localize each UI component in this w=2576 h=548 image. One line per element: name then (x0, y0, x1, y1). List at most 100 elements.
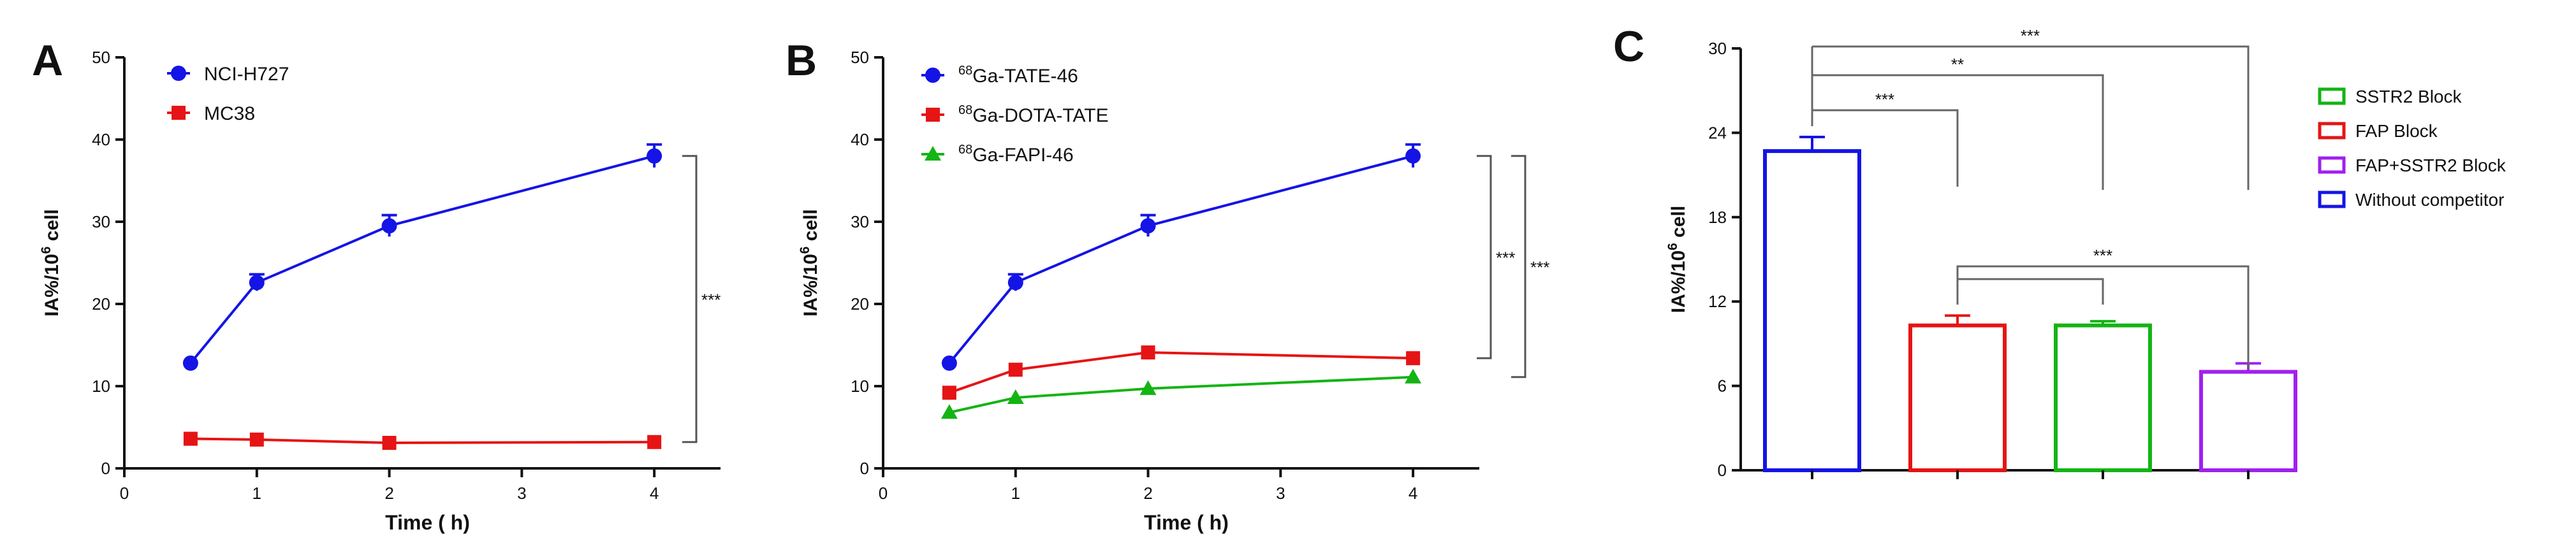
data-point (183, 431, 198, 446)
legend: NCI-H727 MC38 (167, 64, 289, 124)
y-tick-label: 50 (851, 48, 869, 67)
legend-marker (925, 146, 941, 161)
y-tick-label: 20 (851, 294, 869, 314)
x-axis-label: Time ( h) (385, 511, 470, 534)
data-point (1405, 368, 1422, 384)
bar-group-2 (1908, 314, 2007, 473)
data-point (647, 435, 662, 449)
significance-bracket (1956, 265, 2250, 368)
legend-label: Without competitor (2355, 190, 2504, 210)
significance-label: *** (1530, 257, 1549, 277)
y-axis-label: IA%/106 cell (798, 209, 821, 316)
bar (2199, 370, 2297, 472)
legend-marker (926, 108, 940, 122)
significance-label: ** (1951, 55, 1964, 74)
data-point (1007, 275, 1023, 291)
data-point (1007, 389, 1024, 405)
legend-label: FAP Block (2355, 121, 2438, 141)
series-line (949, 375, 1414, 414)
y-tick-label: 50 (92, 48, 110, 67)
data-point (1008, 363, 1023, 377)
series-2 (942, 345, 1421, 400)
significance-label: *** (2093, 246, 2112, 265)
series-1 (941, 143, 1421, 371)
series-1 (182, 143, 662, 371)
y-tick-label: 20 (92, 294, 110, 314)
chart-b: 0 10 20 30 40 50 0 1 2 3 4 Time ( h) IA%/106 cell 68G… (798, 48, 1549, 534)
data-point (1141, 345, 1155, 360)
legend-swatch (2318, 87, 2346, 105)
y-tick-label: 18 (1708, 208, 1727, 227)
y-tick-label: 10 (92, 377, 110, 396)
series-2 (183, 431, 662, 451)
x-tick-label: 3 (1276, 484, 1285, 503)
bar-group-1 (1763, 136, 1861, 472)
data-point (941, 355, 957, 371)
legend-swatch (2318, 191, 2346, 208)
x-tick-label: 2 (384, 484, 393, 503)
panel-a-letter: A (32, 36, 63, 85)
significance-bracket (1477, 155, 1492, 359)
legend-label: 68Ga-FAPI-46 (958, 143, 1074, 166)
significance-label: *** (1496, 248, 1515, 267)
y-axis-label: IA%/106 cell (39, 209, 62, 316)
legend-marker (172, 106, 186, 120)
data-point (1406, 351, 1421, 366)
bar (1763, 149, 1861, 472)
y-tick-label: 40 (851, 130, 869, 149)
panel-b: B 0 10 20 30 40 50 0 1 2 3 4 Time ( h) IA%/106 cell 6… (786, 36, 1549, 534)
significance: *** *** (1477, 155, 1549, 379)
bar (1908, 323, 2007, 473)
data-point (381, 218, 397, 234)
panel-a: A 0 10 20 30 40 50 0 1 2 3 4 Time ( h) IA%/106 cell N… (32, 36, 721, 534)
significance-bracket (1511, 155, 1526, 379)
significance-bracket (1812, 45, 2250, 190)
legend: SSTR2 Block FAP Block FAP+SSTR2 Block Witho… (2318, 87, 2506, 210)
data-point (249, 275, 265, 291)
x-tick-label: 0 (879, 484, 888, 503)
legend-swatch (2318, 122, 2346, 140)
significance-label: *** (1875, 90, 1894, 109)
significance: *** (682, 155, 721, 443)
legend-label: SSTR2 Block (2355, 87, 2462, 106)
y-axis-label: IA%/106 cell (1665, 206, 1689, 313)
legend-label: 68Ga-DOTA-TATE (958, 103, 1109, 126)
data-point (1139, 380, 1157, 395)
x-tick-label: 4 (1409, 484, 1417, 503)
y-tick-label: 30 (851, 212, 869, 231)
legend-label: FAP+SSTR2 Block (2355, 155, 2506, 175)
data-point (1140, 218, 1156, 234)
x-tick-label: 0 (120, 484, 129, 503)
legend-marker (171, 66, 186, 81)
legend-marker (925, 68, 940, 83)
chart-a: 0 10 20 30 40 50 0 1 2 3 4 Time ( h) IA%/106 cell NCI… (39, 48, 721, 534)
significance: *********** (1811, 26, 2250, 368)
x-axis-label: Time ( h) (1144, 511, 1229, 534)
significance-label: *** (2021, 26, 2040, 45)
legend-swatch (2318, 156, 2346, 174)
bar-group-3 (2054, 320, 2152, 473)
data-point (182, 355, 198, 371)
significance-label: *** (701, 290, 721, 309)
series-line (189, 154, 655, 364)
y-tick-label: 10 (851, 377, 869, 396)
x-tick-label: 4 (650, 484, 659, 503)
x-tick-label: 1 (1011, 484, 1020, 503)
data-point (942, 386, 956, 400)
y-tick-label: 6 (1718, 377, 1727, 396)
x-tick-label: 3 (517, 484, 526, 503)
legend-label: MC38 (204, 103, 255, 124)
y-tick-label: 30 (1708, 39, 1727, 58)
significance-bracket (1956, 278, 2104, 305)
data-point (382, 436, 397, 451)
series-line (949, 351, 1414, 394)
y-tick-label: 0 (101, 459, 110, 478)
y-tick-label: 30 (92, 212, 110, 231)
x-tick-label: 2 (1143, 484, 1152, 503)
series-line (948, 154, 1414, 364)
y-tick-label: 0 (1718, 461, 1727, 480)
series-line (190, 437, 655, 445)
